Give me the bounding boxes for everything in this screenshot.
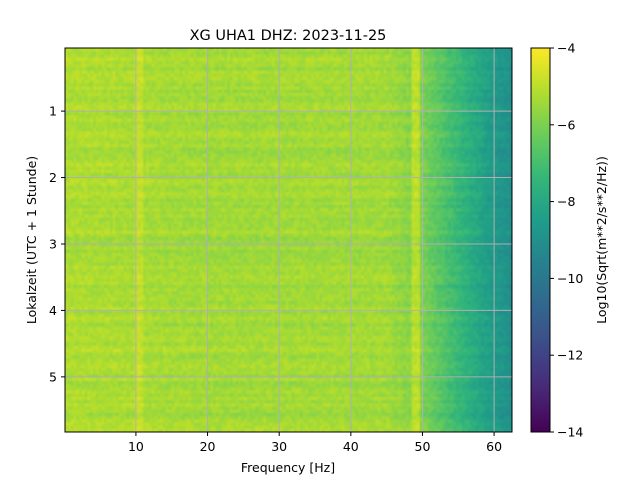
x-tick-label: 30 [271,439,287,454]
colorbar-tick-label: −12 [557,348,583,363]
y-tick-label: 2 [49,170,57,185]
x-tick-label: 50 [415,439,431,454]
y-tick-label: 5 [49,369,57,384]
colorbar-tick-label: −4 [557,41,575,56]
y-axis-label: Lokalzeit (UTC + 1 Stunde) [24,156,39,324]
colorbar-tick-label: −8 [557,194,575,209]
x-tick-label: 60 [486,439,502,454]
y-tick-label: 4 [49,303,57,318]
y-tick-label: 1 [49,104,57,119]
grid-lines [65,48,512,432]
colorbar-tick-label: −14 [557,425,583,440]
colorbar-gradient [530,47,551,433]
colorbar-tick-label: −6 [557,117,575,132]
plot-frame [64,47,513,433]
chart-title: XG UHA1 DHZ: 2023-11-25 [190,28,387,44]
x-tick-label: 10 [128,439,144,454]
heatmap-image [65,48,512,432]
colorbar-ticks: −4 −6 −8 −10 −12 −14 [550,41,583,440]
colorbar: −4 −6 −8 −10 −12 −14 Log10(Sqrt(m**2/s**2/Hz)… [530,41,609,440]
colorbar-tick-label: −10 [557,271,583,286]
y-axis: 1 2 3 4 5 [49,104,65,384]
x-tick-label: 20 [200,439,216,454]
plot-area [64,47,513,433]
x-tick-label: 40 [343,439,359,454]
x-axis-label: Frequency [Hz] [241,460,335,475]
y-tick-label: 3 [49,236,57,251]
x-axis: 10 20 30 40 50 60 [128,432,502,454]
colorbar-label: Log10(Sqrt(m**2/s**2/Hz)) [594,156,609,324]
